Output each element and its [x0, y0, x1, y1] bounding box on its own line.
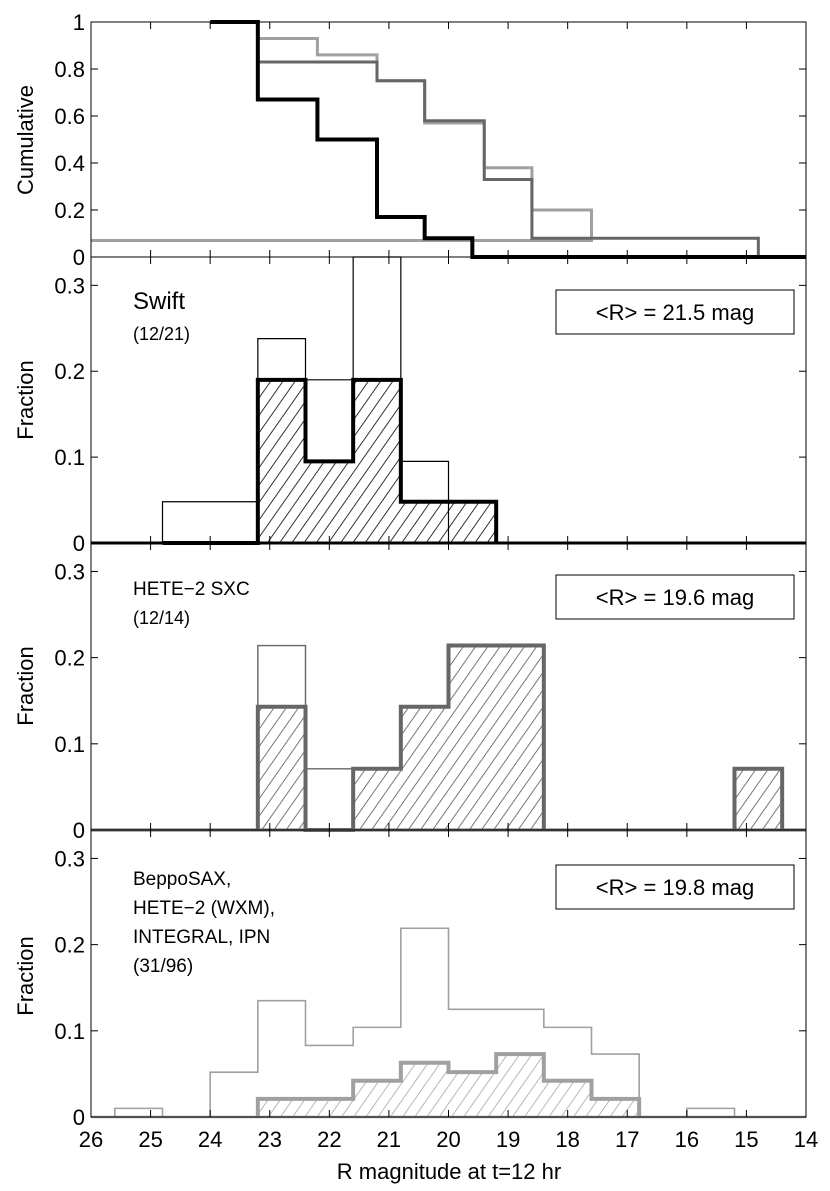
y-tick-label: 1 [73, 10, 85, 35]
panel2-label: Swift [133, 288, 185, 315]
other-detected-bar [305, 1098, 354, 1117]
other-detected-bar [448, 1072, 497, 1117]
swift-detected-bar [305, 461, 354, 543]
swift-detected-outline [162, 377, 499, 545]
y-tick-label: 0 [73, 245, 85, 270]
x-tick-label: 16 [675, 1127, 699, 1152]
panel4-mean-box [555, 864, 795, 910]
panel2-mean: <R> = 21.5 mag [596, 300, 754, 325]
y-tick-label: 0 [73, 818, 85, 843]
y-tick-label: 0.4 [54, 151, 85, 176]
panel2-count: (12/21) [133, 324, 190, 344]
y-axis-label-panel4: Fraction [13, 936, 38, 1015]
y-tick-label: 0.2 [54, 933, 85, 958]
other-detected-bar [591, 1098, 640, 1117]
y-tick-label: 0.1 [54, 445, 85, 470]
x-tick-label: 20 [436, 1127, 460, 1152]
swift-detected-bars [257, 379, 497, 543]
y-axis-label-panel3: Fraction [13, 646, 38, 725]
cumulative-swift-line [210, 20, 806, 259]
hete-detected-bar [353, 768, 401, 830]
x-tick-label: 14 [794, 1127, 818, 1152]
swift-detected-bar [353, 379, 401, 543]
y-tick-label: 0 [73, 1105, 85, 1130]
panel4-label-line3: INTEGRAL, IPN [133, 927, 270, 948]
other-detected-bar [496, 1054, 544, 1117]
y-axis-label-cumulative: Cumulative [13, 85, 38, 195]
hete-detected-bar [257, 706, 306, 830]
x-tick-label: 17 [615, 1127, 639, 1152]
x-tick-label: 15 [734, 1127, 758, 1152]
hete-detected-outline [255, 643, 546, 832]
hete-extra-bar [734, 768, 783, 830]
swift-detected-bar [448, 501, 497, 543]
y-tick-label: 0.8 [54, 57, 85, 82]
panel-1-frame [90, 21, 807, 258]
panel3-mean: <R> = 19.6 mag [596, 585, 754, 610]
panel3-label: HETE−2 SXC [133, 579, 250, 600]
panel3-mean-box [555, 574, 795, 620]
y-tick-label: 0.2 [54, 198, 85, 223]
x-tick-label: 23 [258, 1127, 282, 1152]
hete-extra-bars [734, 768, 783, 830]
y-tick-label: 0.2 [54, 646, 85, 671]
y-tick-label: 0.3 [54, 273, 85, 298]
y-tick-label: 0.1 [54, 1019, 85, 1044]
panel-4-frame [90, 829, 807, 1118]
swift-detected-bar [257, 379, 306, 543]
swift-detected-bar [400, 501, 449, 543]
cumulative-hete-line [256, 22, 760, 257]
y-tick-label: 0.2 [54, 359, 85, 384]
x-tick-label: 26 [79, 1127, 103, 1152]
panel4-mean: <R> = 19.8 mag [596, 875, 754, 900]
x-tick-label: 22 [317, 1127, 341, 1152]
y-axis-label-panel2: Fraction [13, 360, 38, 439]
y-tick-label: 0.1 [54, 732, 85, 757]
hete-extra-outline [732, 766, 785, 830]
y-tick-label: 0.3 [54, 559, 85, 584]
hete-detected-bar [448, 645, 544, 830]
y-tick-label: 0.3 [54, 846, 85, 871]
x-tick-label: 21 [377, 1127, 401, 1152]
x-tick-label: 24 [198, 1127, 222, 1152]
x-tick-label: 25 [138, 1127, 162, 1152]
y-tick-label: 0 [73, 531, 85, 556]
panel3-count: (12/14) [133, 608, 190, 628]
cumulative-other-line [91, 22, 593, 243]
other-detected-bar [400, 1062, 449, 1117]
x-tick-label: 19 [496, 1127, 520, 1152]
panel4-label-line2: HETE−2 (WXM), [133, 898, 275, 919]
other-detected-bars [257, 1054, 640, 1117]
other-detected-bar [257, 1098, 306, 1117]
y-tick-label: 0.6 [54, 104, 85, 129]
panel4-label-line1: BeppoSAX, [133, 869, 231, 890]
x-axis-label: R magnitude at t=12 hr [337, 1159, 561, 1184]
x-tick-label: 18 [555, 1127, 579, 1152]
other-detected-bar [353, 1080, 401, 1117]
panel4-label-line4: (31/96) [133, 956, 193, 977]
hete-detected-bar [400, 706, 449, 830]
hete-detected-bars [257, 645, 544, 830]
other-detected-outline [255, 1052, 642, 1117]
panel2-mean-box [555, 289, 795, 335]
